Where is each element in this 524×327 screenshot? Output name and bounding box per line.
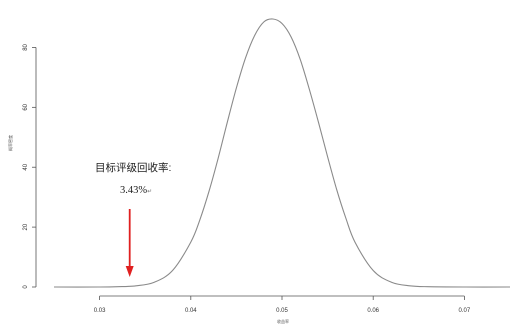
- x-ticks: 0.03 0.04 0.05 0.06 0.07: [94, 296, 471, 314]
- y-tick-label: 40: [23, 163, 29, 170]
- y-tick-label: 20: [23, 223, 29, 230]
- y-ticks: 0 20 40 60 80: [23, 43, 36, 289]
- x-tick-label: 0.05: [276, 308, 288, 314]
- x-axis-title: 收益率: [277, 318, 289, 324]
- x-tick-label: 0.04: [185, 308, 197, 314]
- target-rate-annotation: 目标评级回收率: 3.43%↵: [95, 161, 171, 277]
- annotation-title: 目标评级回收率:: [95, 161, 171, 174]
- y-tick-label: 80: [23, 43, 29, 50]
- annotation-value: 3.43%↵: [120, 185, 152, 196]
- plot-series: [53, 18, 511, 288]
- return-mark-icon: ↵: [147, 189, 152, 195]
- density-curve: [53, 18, 511, 288]
- y-tick-label: 0: [23, 285, 29, 289]
- annotation-value-text: 3.43%: [120, 185, 147, 196]
- annotation-arrowhead: [125, 266, 134, 277]
- x-tick-label: 0.07: [459, 308, 471, 314]
- y-axis-title: 概率密度: [7, 135, 13, 151]
- x-tick-label: 0.06: [367, 308, 379, 314]
- y-tick-label: 60: [23, 103, 29, 110]
- x-tick-label: 0.03: [94, 308, 106, 314]
